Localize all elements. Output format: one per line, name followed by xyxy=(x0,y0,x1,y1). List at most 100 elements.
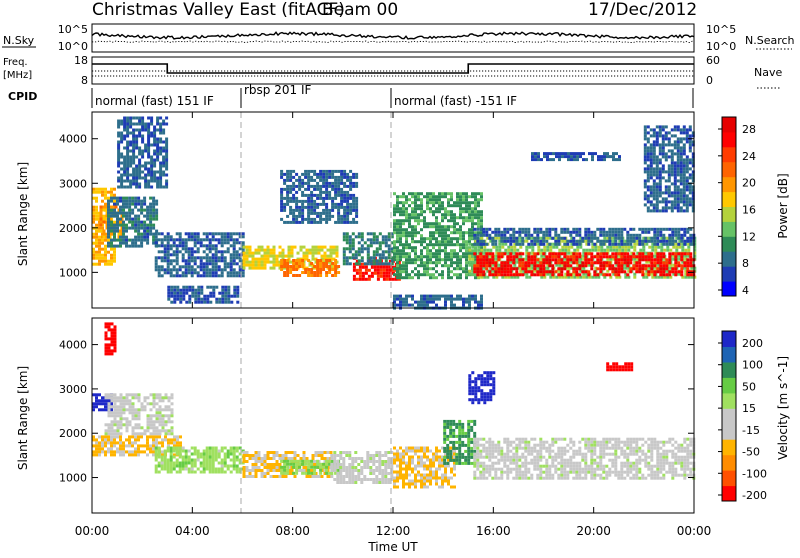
velocity-cell xyxy=(105,423,108,426)
power-cell xyxy=(647,146,650,149)
power-cell xyxy=(590,240,593,243)
power-cell xyxy=(650,161,653,164)
velocity-cell xyxy=(135,423,138,426)
velocity-cell xyxy=(117,399,120,402)
power-cell xyxy=(200,259,203,262)
power-cell xyxy=(319,188,322,191)
power-cell xyxy=(129,174,132,177)
power-cell xyxy=(313,185,316,188)
velocity-cell xyxy=(111,396,114,399)
velocity-cell xyxy=(108,352,111,355)
power-cell xyxy=(215,268,218,271)
power-cell xyxy=(255,267,258,270)
power-cell xyxy=(132,129,135,132)
power-cell xyxy=(286,185,289,188)
velocity-cell xyxy=(153,405,156,408)
power-cell xyxy=(573,158,576,161)
power-cell xyxy=(179,238,182,241)
power-cell xyxy=(462,304,465,307)
power-cell xyxy=(435,231,438,234)
power-cell xyxy=(113,203,116,206)
power-cell xyxy=(310,218,313,221)
velocity-heatmap-cells xyxy=(92,322,695,488)
power-cell xyxy=(246,246,249,249)
power-cell xyxy=(147,186,150,189)
power-cell xyxy=(689,140,692,143)
power-cell xyxy=(518,273,521,276)
power-cell xyxy=(539,273,542,276)
power-cell xyxy=(536,264,539,267)
power-cell xyxy=(318,246,321,249)
velocity-cell xyxy=(114,346,117,349)
power-cell xyxy=(674,152,677,155)
power-cell xyxy=(134,242,137,245)
power-cell xyxy=(444,225,447,228)
power-cell xyxy=(627,246,630,249)
power-cell xyxy=(447,298,450,301)
power-cell xyxy=(477,249,480,252)
power-cell xyxy=(140,200,143,203)
power-cell xyxy=(399,301,402,304)
power-cell xyxy=(343,200,346,203)
power-cell xyxy=(588,152,591,155)
power-cell xyxy=(313,271,316,274)
power-cell xyxy=(164,244,167,247)
power-cell xyxy=(153,153,156,156)
power-cell xyxy=(392,278,395,281)
power-cell xyxy=(182,256,185,259)
power-cell xyxy=(149,206,152,209)
power-cell xyxy=(319,191,322,194)
power-cell xyxy=(170,259,173,262)
power-cell xyxy=(438,222,441,225)
power-cell xyxy=(162,120,165,123)
power-cell xyxy=(107,251,110,254)
power-cell xyxy=(687,249,690,252)
power-cell xyxy=(468,273,471,276)
velocity-cell xyxy=(111,429,114,432)
velocity-cell xyxy=(101,402,104,405)
power-cell xyxy=(459,246,462,249)
power-cell xyxy=(510,246,513,249)
power-cell xyxy=(137,215,140,218)
power-cell xyxy=(626,261,629,264)
power-cell xyxy=(307,194,310,197)
power-cell xyxy=(432,243,435,246)
power-cell xyxy=(414,258,417,261)
power-cell xyxy=(230,295,233,298)
power-cell xyxy=(203,265,206,268)
power-cell xyxy=(230,232,233,235)
power-cell xyxy=(674,176,677,179)
power-cell xyxy=(581,240,584,243)
power-cell xyxy=(579,246,582,249)
power-cell xyxy=(376,259,379,262)
power-cell xyxy=(537,249,540,252)
power-cell xyxy=(140,212,143,215)
power-cell xyxy=(405,264,408,267)
power-cell xyxy=(435,225,438,228)
power-cell xyxy=(319,259,322,262)
power-cell xyxy=(482,234,485,237)
power-cell xyxy=(146,227,149,230)
power-cell xyxy=(288,246,291,249)
power-cell xyxy=(561,240,564,243)
power-cell xyxy=(170,238,173,241)
power-cell xyxy=(188,301,191,304)
power-cell xyxy=(165,144,168,147)
power-cell xyxy=(125,215,128,218)
power-cell xyxy=(423,304,426,307)
power-cell xyxy=(155,218,158,221)
power-cell xyxy=(546,249,549,252)
power-cell xyxy=(382,235,385,238)
power-cell xyxy=(173,265,176,268)
power-cell xyxy=(420,210,423,213)
power-cell xyxy=(396,270,399,273)
power-cell xyxy=(155,230,158,233)
power-colorbar-label: Power [dB] xyxy=(776,173,790,238)
power-cell xyxy=(143,200,146,203)
power-cell xyxy=(346,203,349,206)
power-cell xyxy=(560,261,563,264)
power-cell xyxy=(438,258,441,261)
power-cell xyxy=(292,274,295,277)
power-cell xyxy=(352,176,355,179)
